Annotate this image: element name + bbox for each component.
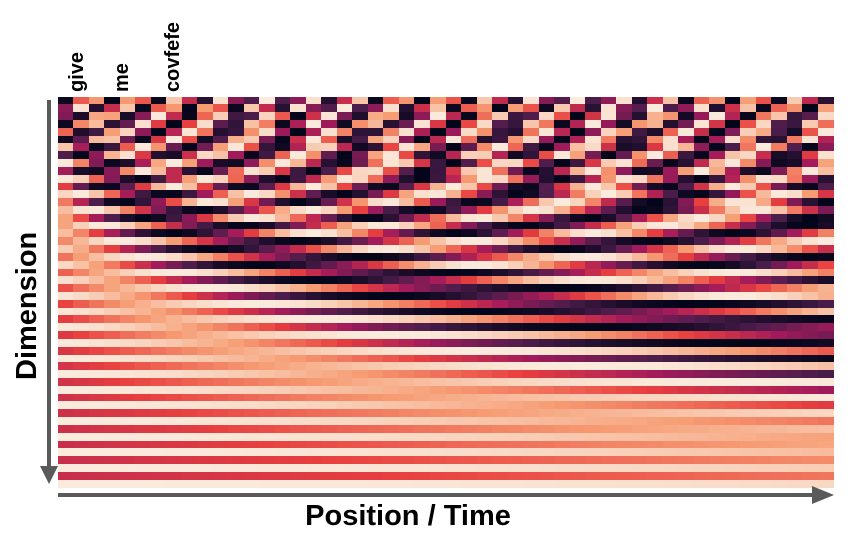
x-axis-arrowhead-icon bbox=[812, 486, 834, 504]
y-axis-arrowhead-icon bbox=[40, 466, 58, 484]
y-axis-label: Dimension bbox=[11, 231, 43, 380]
token-label-give: give bbox=[66, 51, 88, 92]
token-label-me: me bbox=[111, 63, 133, 92]
positional-encoding-heatmap bbox=[58, 97, 834, 488]
x-axis-label: Position / Time bbox=[305, 500, 511, 532]
token-label-covfefe: covfefe bbox=[162, 21, 184, 92]
